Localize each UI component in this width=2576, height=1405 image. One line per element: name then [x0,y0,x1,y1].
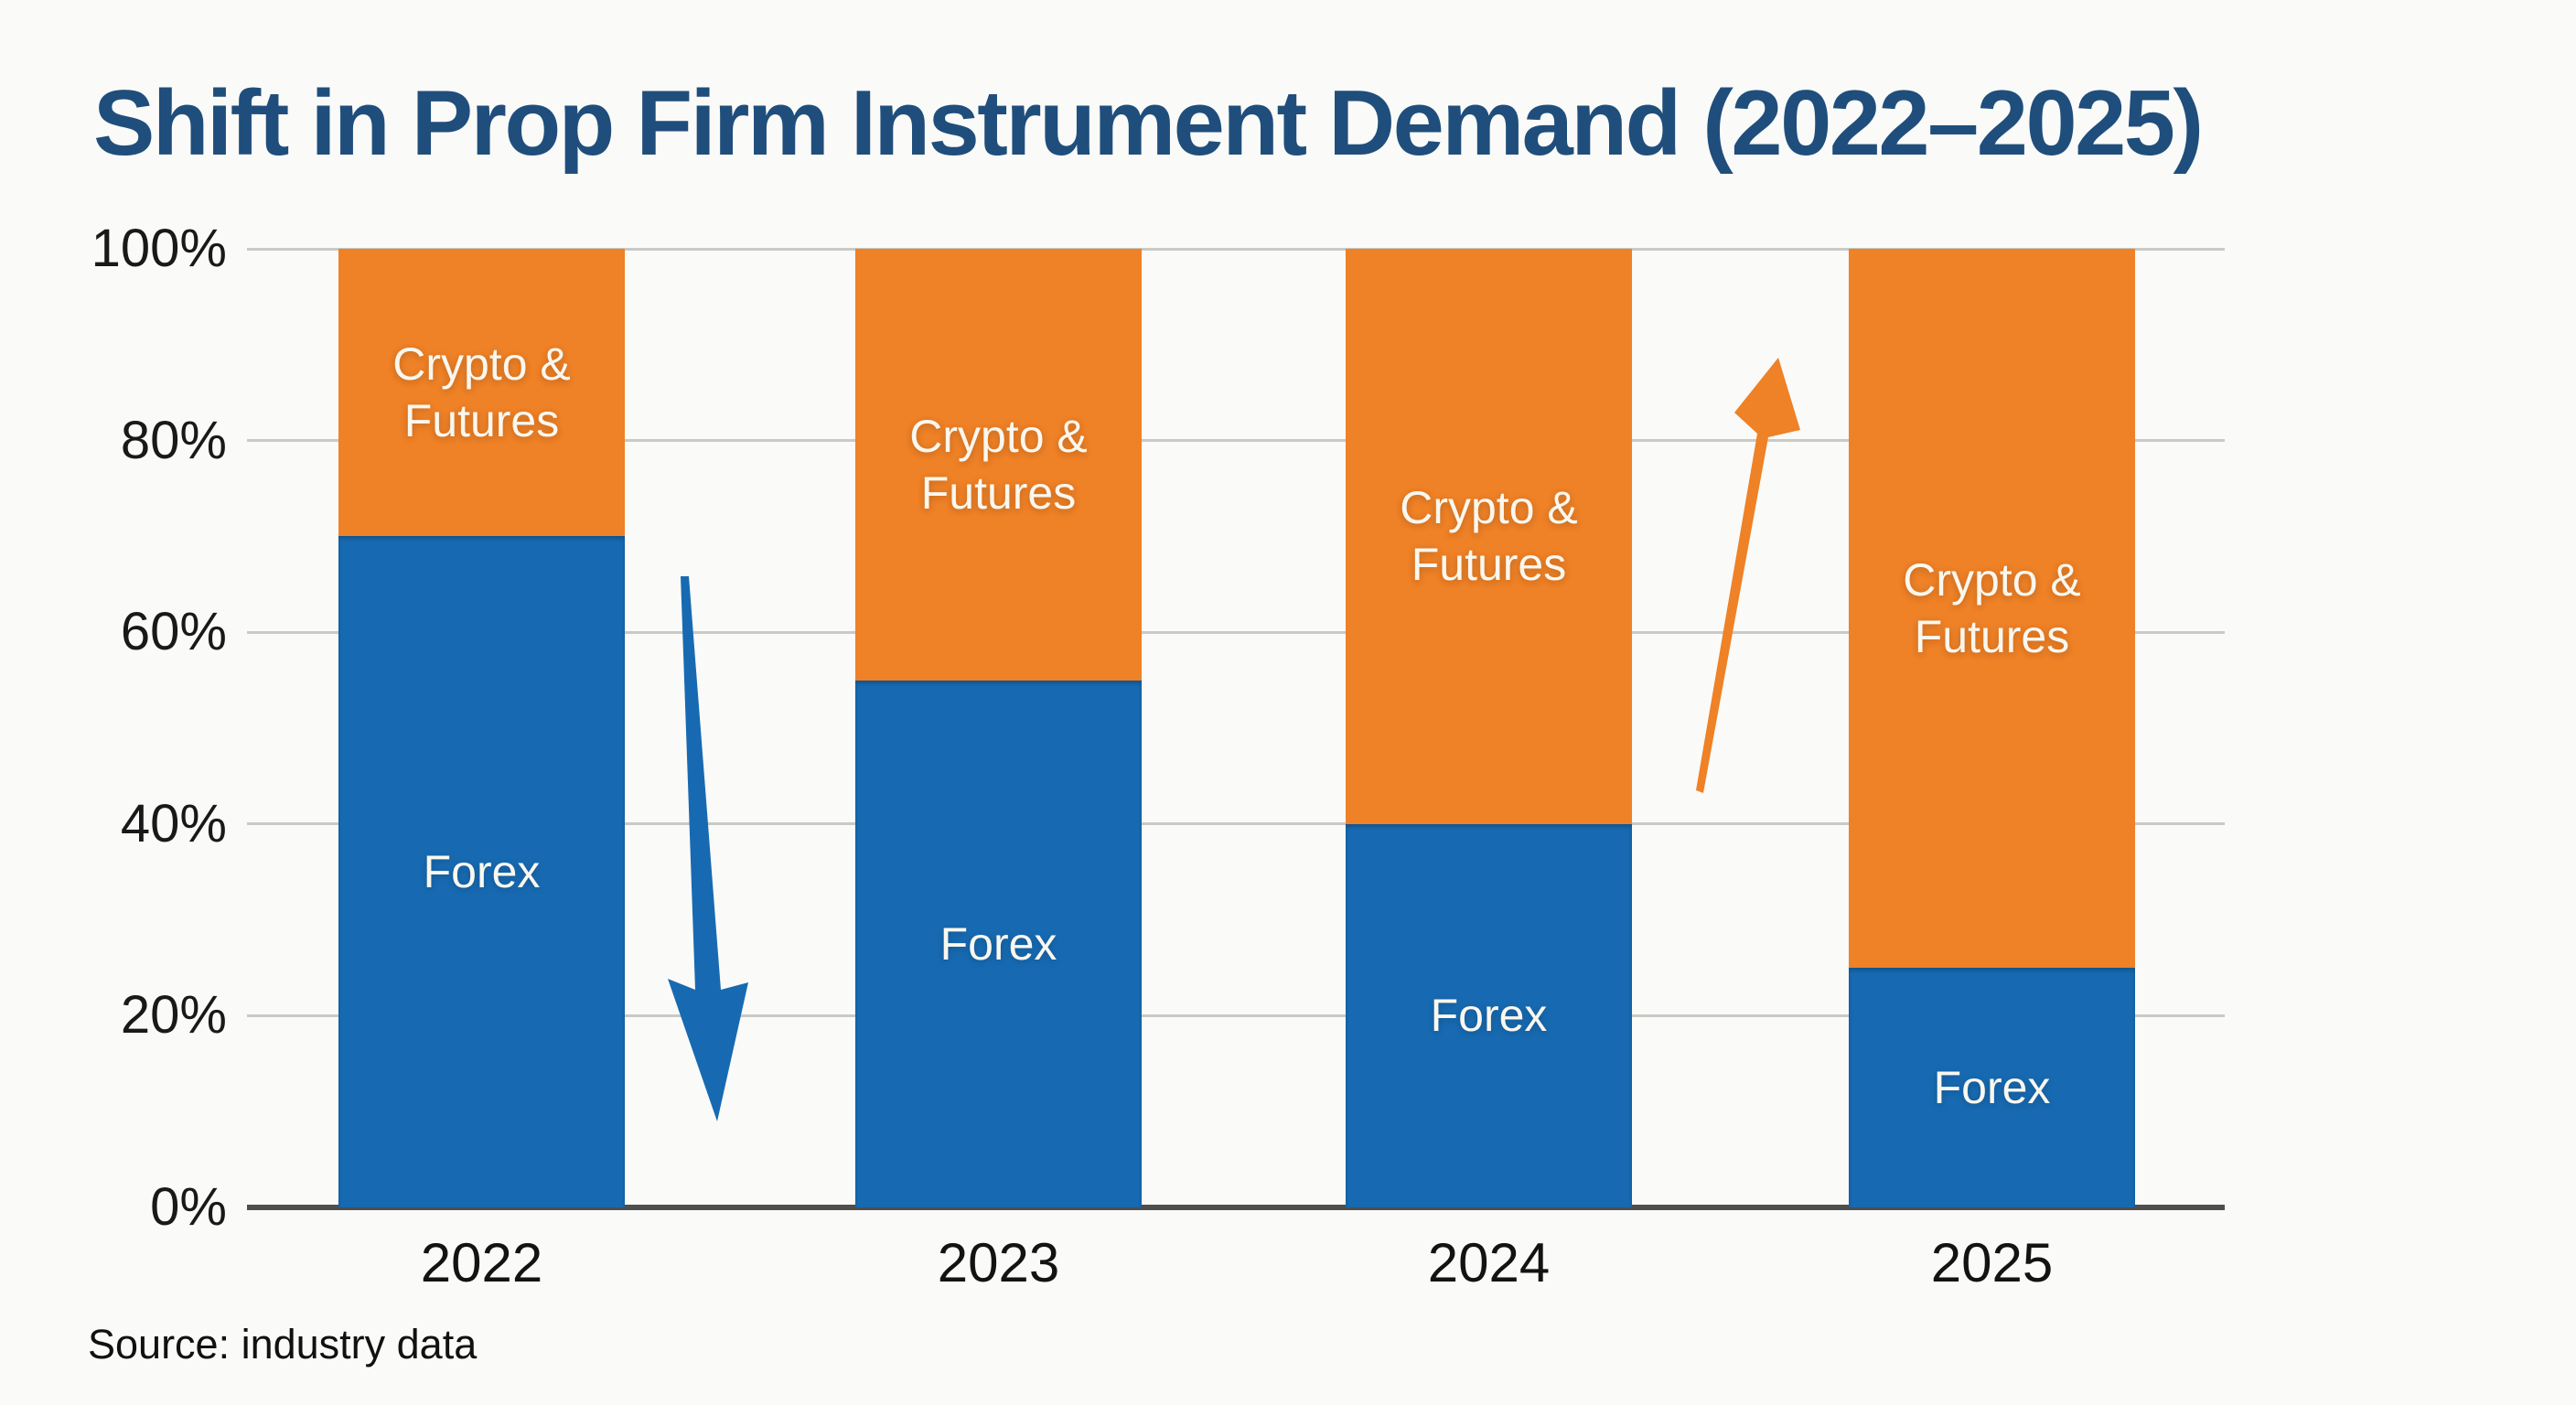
segment-label-forex: Forex [423,846,541,898]
gridline [247,247,2225,251]
segment-label-crypto-futures: Crypto & Futures [392,338,571,447]
y-tick-label: 80% [120,410,227,470]
x-tick-label-2024: 2024 [1427,1232,1551,1293]
segment-label-forex: Forex [1933,1062,2051,1113]
x-tick-label-2023: 2023 [937,1232,1060,1293]
segment-label-crypto-futures: Crypto & Futures [1903,554,2081,662]
x-tick-label-2022: 2022 [420,1232,543,1293]
y-tick-label: 100% [91,219,227,278]
bar-segment-crypto-futures-2023: Crypto & Futures [855,249,1142,681]
segment-label-crypto-futures: Crypto & Futures [1400,482,1578,591]
segment-label-crypto-futures: Crypto & Futures [909,410,1088,519]
x-tick-label-2025: 2025 [1930,1232,2054,1293]
gridline [247,439,2225,443]
bar-segment-crypto-futures-2022: Crypto & Futures [338,249,625,537]
source-note: Source: industry data [88,1321,478,1367]
x-axis-baseline [247,1205,2225,1210]
bar-segment-crypto-futures-2025: Crypto & Futures [1849,249,2135,968]
crypto-rise-arrow-icon [1696,358,1800,793]
bar-segment-crypto-futures-2024: Crypto & Futures [1346,249,1632,824]
segment-label-forex: Forex [939,917,1057,970]
gridline [247,1014,2225,1017]
y-tick-label: 0% [150,1177,227,1237]
segment-label-forex: Forex [1430,990,1548,1042]
bar-segment-forex-2023: Forex [855,680,1142,1207]
gridline [247,630,2225,634]
forex-decline-arrow-icon [668,576,748,1121]
up-arrow-shape [1696,358,1800,793]
bar-segment-forex-2025: Forex [1849,968,2135,1207]
gridline [247,822,2225,826]
y-tick-label: 60% [120,602,227,662]
down-arrow-shape [668,576,748,1121]
y-tick-label: 20% [120,985,227,1046]
bar-segment-forex-2024: Forex [1346,823,1632,1207]
page-title: Shift in Prop Firm Instrument Demand (20… [93,72,2204,175]
bar-segment-forex-2022: Forex [338,536,625,1207]
y-tick-label: 40% [120,793,227,853]
